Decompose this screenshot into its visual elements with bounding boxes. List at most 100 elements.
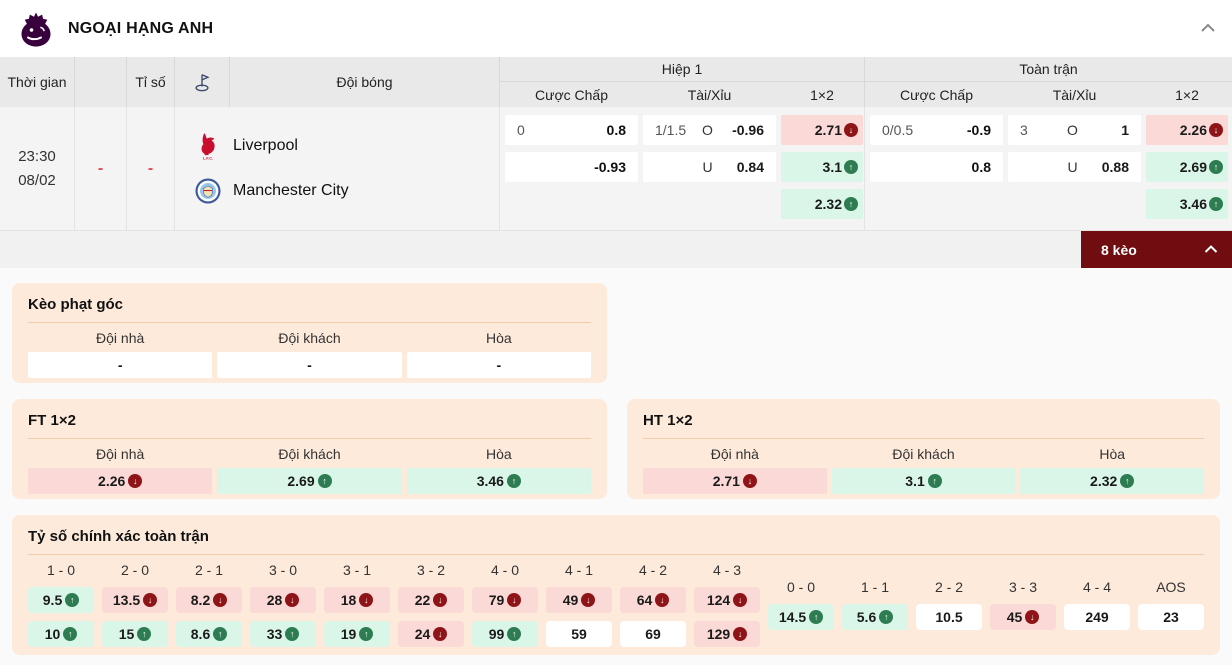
score-odds-cell[interactable]: 129 ↓ <box>694 621 760 647</box>
corner-draw-label: Hòa <box>485 330 512 346</box>
score-odds-cell[interactable]: 124 ↓ <box>694 587 760 613</box>
score-odds-cell[interactable]: 14.5 ↑ <box>768 604 834 630</box>
score-odds-cell[interactable]: 8.2 ↓ <box>176 587 242 613</box>
score-odds-cell[interactable]: 10 ↑ <box>28 621 94 647</box>
h1-under-box[interactable]: U 0.84 <box>643 152 776 182</box>
ht-1x2-card: HT 1×2 Đội nhà Đội khách Hòa 2.71 ↓ 3.1 ↑ … <box>627 399 1220 499</box>
score-odds-cell[interactable]: 15 ↑ <box>102 621 168 647</box>
score-column: 2 - 2 10.5 <box>916 578 982 630</box>
score-odds-cell[interactable]: 23 <box>1138 604 1204 630</box>
down-arrow-icon: ↓ <box>742 474 757 488</box>
score-odds-cell[interactable]: 8.6 ↑ <box>176 621 242 647</box>
h1-under-label: U <box>702 159 713 175</box>
score-odds-cell[interactable]: 18 ↓ <box>324 587 390 613</box>
score-odds-cell[interactable]: 5.6 ↑ <box>842 604 908 630</box>
collapse-league-icon[interactable] <box>1200 20 1216 38</box>
score-label: 2 - 2 <box>934 579 963 595</box>
odds-value: 13.5 <box>112 592 141 608</box>
up-arrow-icon: ↑ <box>879 610 894 624</box>
away-team[interactable]: Manchester City <box>195 178 499 204</box>
score-odds-cell[interactable]: 22 ↓ <box>398 587 464 613</box>
ft-1x2-draw-cell[interactable]: 3.46 ↑ <box>1146 189 1228 219</box>
chevron-up-icon <box>1204 245 1218 253</box>
h1-handicap-home-box[interactable]: 0 0.8 <box>505 115 638 145</box>
h1-over-box[interactable]: 1/1.5 O -0.96 <box>643 115 776 145</box>
score-odds-cell[interactable]: 69 <box>620 621 686 647</box>
match-score: - <box>127 107 175 230</box>
up-arrow-icon: ↑ <box>317 474 332 488</box>
odds-value: 33 <box>266 626 283 642</box>
ft-under-box[interactable]: U 0.88 <box>1008 152 1141 182</box>
odds-value: 3.1 <box>822 159 842 175</box>
up-arrow-icon: ↑ <box>507 627 522 641</box>
odds-value: 2.32 <box>814 196 842 212</box>
score-odds-cell[interactable]: 49 ↓ <box>546 587 612 613</box>
h1-1x2-draw-cell[interactable]: 2.32 ↑ <box>781 189 863 219</box>
teams-cell: L.F.C. Liverpool Manchester City <box>175 107 500 230</box>
ft-away-odds[interactable]: 2.69 ↑ <box>217 468 402 494</box>
fulltime-label: Toàn trận <box>865 57 1232 82</box>
ft-handicap-home-box[interactable]: 0/0.5 -0.9 <box>870 115 1003 145</box>
score-column: 3 - 2 22 ↓ 24 ↓ <box>398 561 464 647</box>
odds-value: 2.71 <box>712 473 740 489</box>
score-odds-cell[interactable]: 28 ↓ <box>250 587 316 613</box>
h1-handicap-away-box[interactable]: -0.93 <box>505 152 638 182</box>
ht-card-title: HT 1×2 <box>643 412 1204 439</box>
odds-value: 10 <box>44 626 61 642</box>
score-odds-cell[interactable]: 24 ↓ <box>398 621 464 647</box>
h1-under-odds: 0.84 <box>736 159 764 175</box>
score-odds-cell[interactable]: 9.5 ↑ <box>28 587 94 613</box>
score-label: 3 - 1 <box>342 562 371 578</box>
odds-value: 49 <box>562 592 579 608</box>
ft-draw-odds[interactable]: 3.46 ↑ <box>406 468 591 494</box>
markets-toggle-button[interactable]: 8 kèo <box>1081 231 1232 268</box>
h1-1x2-home-cell[interactable]: 2.71 ↓ <box>781 115 863 145</box>
ft-home-odds[interactable]: 2.26 ↓ <box>28 468 213 494</box>
h1-1x2-away-cell[interactable]: 3.1 ↑ <box>781 152 863 182</box>
score-odds-cell[interactable]: 10.5 <box>916 604 982 630</box>
ft-1x2-home-cell[interactable]: 2.26 ↓ <box>1146 115 1228 145</box>
score-odds-cell[interactable]: 64 ↓ <box>620 587 686 613</box>
score-odds-cell[interactable]: 59 <box>546 621 612 647</box>
odds-value: 9.5 <box>42 592 63 608</box>
score-odds-cell[interactable]: 79 ↓ <box>472 587 538 613</box>
ht-away-odds[interactable]: 3.1 ↑ <box>831 468 1016 494</box>
fulltime-1x2-label: 1×2 <box>1175 86 1199 103</box>
league-header: NGOẠI HẠNG ANH <box>0 0 1232 57</box>
score-label: 4 - 2 <box>638 562 667 578</box>
down-arrow-icon: ↓ <box>844 123 858 137</box>
home-team[interactable]: L.F.C. Liverpool <box>195 133 499 160</box>
down-arrow-icon: ↓ <box>733 593 748 607</box>
col-header-score: Tỉ số <box>127 57 175 107</box>
ft-handicap-away-box[interactable]: 0.8 <box>870 152 1003 182</box>
ht-away-label: Đội khách <box>892 446 955 462</box>
odds-value: 2.69 <box>1179 159 1207 175</box>
up-arrow-icon: ↑ <box>359 627 374 641</box>
down-arrow-icon: ↓ <box>213 593 228 607</box>
score-odds-cell[interactable]: 33 ↑ <box>250 621 316 647</box>
correct-score-card: Tỷ số chính xác toàn trận 1 - 0 9.5 ↑ 10 ↑ 2 … <box>12 515 1220 655</box>
score-column: 1 - 1 5.6 ↑ <box>842 578 908 630</box>
ht-draw-odds[interactable]: 2.32 ↑ <box>1020 468 1205 494</box>
status-dash: - <box>97 159 104 177</box>
corner-home-odds[interactable]: - <box>28 352 213 378</box>
corner-away-odds[interactable]: - <box>217 352 402 378</box>
odds-value: 99 <box>488 626 505 642</box>
score-odds-cell[interactable]: 249 <box>1064 604 1130 630</box>
home-team-name: Liverpool <box>233 137 298 154</box>
corner-draw-odds[interactable]: - <box>406 352 591 378</box>
ft-home-label: Đội nhà <box>96 446 145 462</box>
down-arrow-icon: ↓ <box>143 593 158 607</box>
corner-card-title: Kèo phạt góc <box>28 296 591 323</box>
ft-over-box[interactable]: 3 O 1 <box>1008 115 1141 145</box>
ht-home-odds[interactable]: 2.71 ↓ <box>643 468 827 494</box>
ft-1x2-away-cell[interactable]: 2.69 ↑ <box>1146 152 1228 182</box>
score-odds-cell[interactable]: 45 ↓ <box>990 604 1056 630</box>
up-arrow-icon: ↑ <box>1209 197 1223 211</box>
match-row: 23:30 08/02 - - L.F.C. Liverpool <box>0 107 1232 231</box>
score-odds-cell[interactable]: 99 ↑ <box>472 621 538 647</box>
odds-value: 5.6 <box>856 609 877 625</box>
score-odds-cell[interactable]: 19 ↑ <box>324 621 390 647</box>
score-odds-cell[interactable]: 13.5 ↓ <box>102 587 168 613</box>
score-label: 4 - 3 <box>712 562 741 578</box>
